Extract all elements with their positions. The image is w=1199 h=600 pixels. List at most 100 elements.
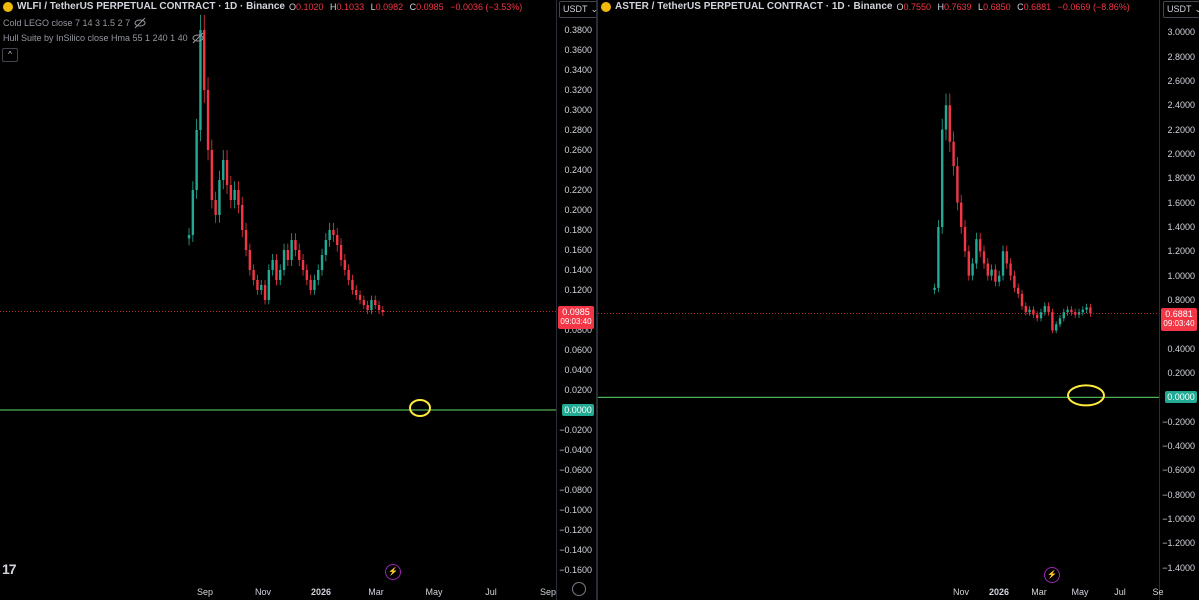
- right-time-axis[interactable]: Nov 2026 Mar May Jul Se: [598, 580, 1164, 600]
- settings-icon[interactable]: [572, 582, 586, 596]
- left-price-plot[interactable]: [0, 0, 556, 580]
- candle-body: [1070, 309, 1073, 313]
- hidden-eye-icon[interactable]: [134, 17, 146, 29]
- candle-body: [956, 166, 959, 203]
- candle-body: [358, 295, 362, 300]
- y-tick-label: 0.8000: [1167, 295, 1195, 305]
- candle-body: [252, 270, 255, 280]
- x-tick-label: Nov: [952, 587, 970, 597]
- tradingview-logo[interactable]: 17: [2, 561, 17, 577]
- y-tick-label: 2.4000: [1167, 100, 1195, 111]
- candle-body: [381, 310, 385, 312]
- candle-body: [206, 90, 210, 150]
- candle-body: [941, 129, 944, 227]
- y-tick-label: −0.6000: [1162, 465, 1195, 476]
- candle-body: [191, 190, 195, 235]
- left-price-axis[interactable]: USDT ⌄ 0.3800 0.3600 0.3400 0.3200 0.3000 0.28…: [556, 0, 596, 600]
- y-tick-label: 0.2600: [564, 145, 592, 155]
- candle-body: [187, 235, 191, 239]
- candle-body: [244, 230, 248, 250]
- left-currency-selector[interactable]: USDT ⌄: [559, 1, 596, 18]
- y-tick-label: 0.3000: [564, 105, 592, 115]
- y-tick-label: 1.4000: [1167, 221, 1195, 232]
- y-tick-label: −1.0000: [1162, 514, 1195, 525]
- indicator-hull-suite[interactable]: Hull Suite by InSilico close Hma 55 1 24…: [3, 32, 204, 44]
- candle-body: [362, 300, 366, 305]
- left-chart-panel[interactable]: WLFI / TetherUS PERPETUAL CONTRACT · 1D …: [0, 0, 596, 600]
- candle-body: [294, 240, 297, 250]
- panel-divider[interactable]: [596, 0, 598, 600]
- candle-body: [1039, 312, 1043, 319]
- right-current-price-label: 0.6881 09:03:40: [1161, 307, 1197, 331]
- x-tick-label: Se: [1152, 587, 1164, 597]
- y-tick-label: −0.0400: [559, 445, 592, 455]
- candle-body: [967, 251, 970, 276]
- candle-body: [979, 239, 982, 252]
- hidden-eye-icon[interactable]: [192, 32, 204, 44]
- candle-body: [1017, 287, 1020, 294]
- right-ohlc: O0.7550 H0.7639 L0.6850 C0.6881 −0.0669 …: [896, 1, 1130, 12]
- y-tick-label: −0.0200: [559, 425, 592, 435]
- left-legend: WLFI / TetherUS PERPETUAL CONTRACT · 1D …: [3, 1, 526, 12]
- y-tick-label: −0.1600: [559, 565, 592, 575]
- candle-body: [1055, 324, 1058, 331]
- candle-body: [203, 30, 206, 90]
- y-tick-label: −0.8000: [1162, 489, 1195, 500]
- y-tick-label: 0.2200: [564, 185, 592, 195]
- y-tick-label: 2.2000: [1167, 124, 1195, 135]
- candle-body: [1066, 309, 1069, 313]
- y-tick-label: 2.8000: [1167, 51, 1195, 62]
- candle-body: [975, 239, 978, 264]
- x-tick-label: Sep: [539, 587, 557, 597]
- candle-body: [309, 280, 312, 290]
- right-chart-panel[interactable]: ASTER / TetherUS PERPETUAL CONTRACT · 1D…: [598, 0, 1199, 600]
- x-tick-label: May: [425, 587, 443, 597]
- left-time-axis[interactable]: Sep Nov 2026 Mar May Jul Sep: [0, 580, 556, 600]
- left-zero-line-label: 0.0000: [562, 404, 594, 416]
- candle-body: [377, 305, 381, 310]
- candle-body: [305, 270, 309, 280]
- candle-body: [982, 251, 986, 264]
- x-tick-label: Sep: [196, 587, 214, 597]
- candle-body: [937, 226, 940, 288]
- y-tick-label: −0.2000: [1162, 416, 1195, 427]
- y-tick-label: 0.2400: [564, 165, 592, 175]
- right-symbol-title[interactable]: ASTER / TetherUS PERPETUAL CONTRACT · 1D…: [615, 1, 893, 12]
- right-currency-selector[interactable]: USDT ⌄: [1163, 1, 1199, 18]
- right-price-plot[interactable]: [598, 0, 1159, 580]
- symbol-icon: [3, 1, 13, 12]
- candle-body: [214, 200, 217, 215]
- candle-body: [275, 260, 278, 280]
- y-tick-label: 0.4000: [1167, 343, 1195, 354]
- y-tick-label: 2.0000: [1167, 148, 1195, 159]
- candle-body: [1047, 306, 1050, 313]
- candle-body: [320, 255, 324, 270]
- left-ohlc: O0.1020 H0.1033 L0.0982 C0.0985 −0.0036 …: [288, 1, 523, 12]
- y-tick-label: 0.1600: [564, 245, 592, 255]
- lightning-icon[interactable]: ⚡: [1044, 567, 1060, 583]
- candle-body: [971, 263, 974, 276]
- symbol-icon: [601, 1, 611, 12]
- candle-body: [1032, 309, 1035, 315]
- y-tick-label: 1.8000: [1167, 173, 1195, 184]
- y-tick-label: 0.1400: [564, 265, 592, 275]
- candle-body: [1058, 318, 1062, 325]
- collapse-legend-button[interactable]: ^: [2, 48, 18, 62]
- indicator-cold-lego[interactable]: Cold LEGO close 7 14 3 1.5 2 7: [3, 17, 146, 29]
- y-tick-label: 0.2000: [564, 205, 592, 215]
- y-tick-label: 0.1800: [564, 225, 592, 235]
- candle-body: [260, 285, 263, 290]
- x-tick-label: Mar: [368, 587, 384, 597]
- y-tick-label: 0.2000: [1167, 368, 1195, 379]
- lightning-icon[interactable]: ⚡: [385, 564, 401, 580]
- x-tick-label: May: [1071, 587, 1089, 597]
- x-tick-label: Nov: [254, 587, 272, 597]
- candle-body: [199, 30, 202, 130]
- candle-body: [944, 105, 948, 130]
- left-symbol-title[interactable]: WLFI / TetherUS PERPETUAL CONTRACT · 1D …: [17, 1, 285, 12]
- candle-body: [347, 270, 350, 280]
- right-price-axis[interactable]: USDT ⌄ 3.0000 2.8000 2.6000 2.4000 2.2000 2.00…: [1159, 0, 1199, 600]
- y-tick-label: 0.1200: [564, 285, 592, 295]
- annotation-circle: [1067, 384, 1105, 407]
- candle-body: [282, 250, 286, 270]
